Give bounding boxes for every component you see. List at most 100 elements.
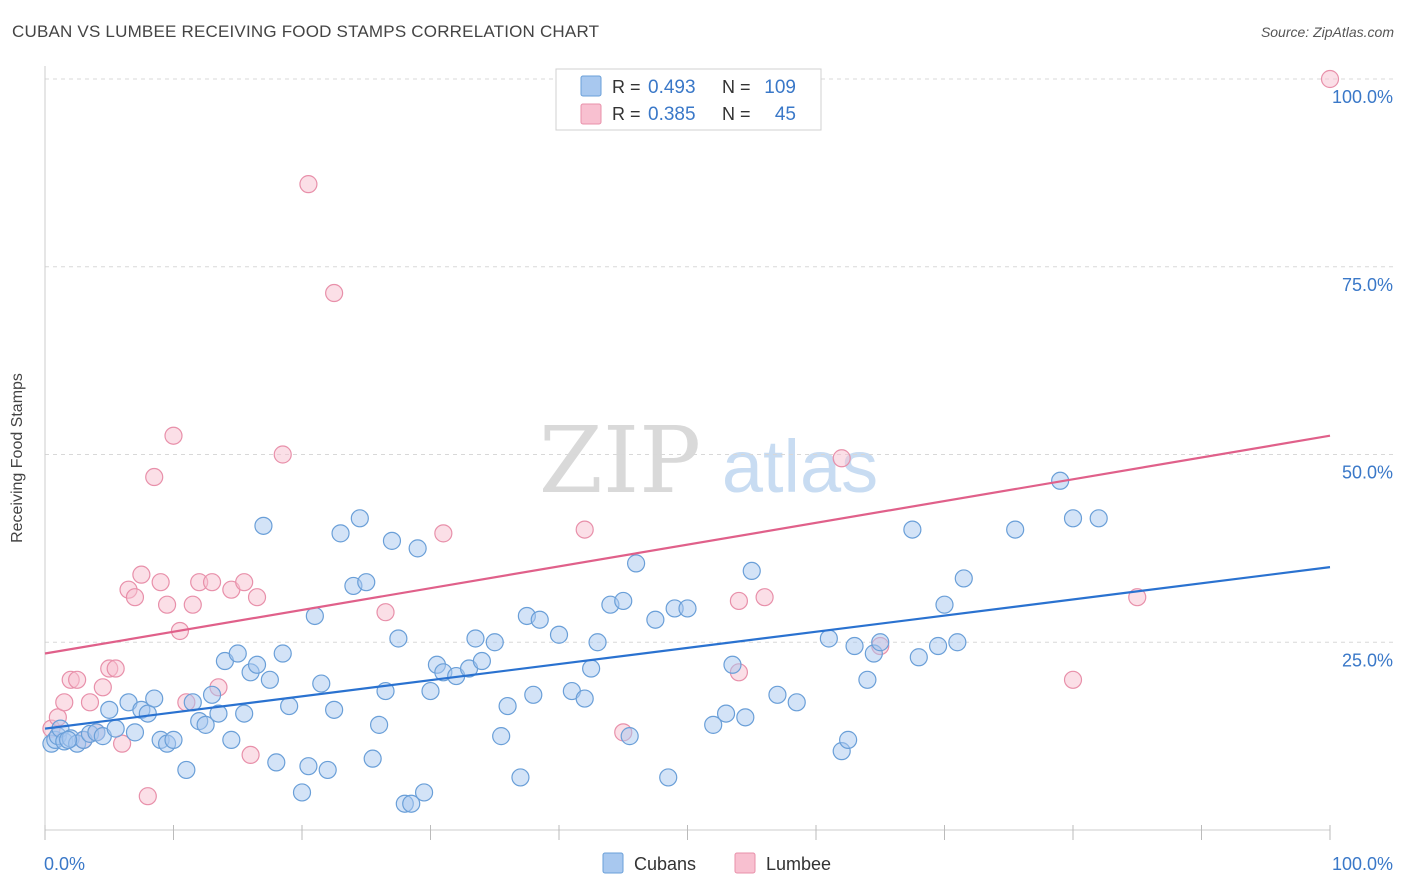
cubans-point-66 bbox=[498, 696, 517, 716]
cubans-point-41 bbox=[312, 674, 331, 693]
cubans-point-37 bbox=[280, 696, 299, 716]
y-tick-labels: 25.0% 50.0% 75.0% 100.0% bbox=[1332, 87, 1393, 670]
cubans-point-20 bbox=[164, 730, 183, 749]
lumbee-point-6 bbox=[80, 693, 100, 712]
cubans-point-44 bbox=[331, 524, 350, 543]
cubans-point-57 bbox=[421, 681, 440, 701]
cubans-point-33 bbox=[254, 516, 273, 535]
cubans-point-100 bbox=[928, 636, 948, 656]
cubans-trend-line bbox=[44, 566, 1331, 730]
cubans-point-91 bbox=[819, 629, 838, 648]
y-axis-label: Receiving Food Stamps bbox=[9, 373, 26, 543]
cubans-point-36 bbox=[273, 644, 292, 663]
cubans-point-28 bbox=[222, 730, 241, 749]
lumbee-point-35 bbox=[575, 520, 594, 539]
lumbee-r-value: 0.385 bbox=[648, 104, 696, 125]
cubans-point-104 bbox=[1006, 520, 1025, 539]
lumbee-point-40 bbox=[832, 449, 851, 468]
y-tick-label-3: 100.0% bbox=[1332, 87, 1393, 107]
cubans-point-56 bbox=[414, 783, 434, 802]
cubans-point-88 bbox=[742, 561, 761, 581]
chart-title: CUBAN VS LUMBEE RECEIVING FOOD STAMPS CO… bbox=[12, 22, 600, 41]
cubans-r-value: 0.493 bbox=[648, 77, 696, 98]
cubans-point-95 bbox=[858, 670, 877, 689]
cubans-point-38 bbox=[292, 783, 312, 802]
cubans-point-99 bbox=[909, 648, 928, 667]
cubans-point-51 bbox=[382, 531, 402, 550]
lumbee-n-value: 45 bbox=[775, 104, 796, 125]
cubans-point-14 bbox=[125, 723, 145, 742]
lumbee-point-33 bbox=[376, 603, 395, 622]
cubans-n-value: 109 bbox=[764, 77, 796, 98]
cubans-point-86 bbox=[723, 655, 742, 674]
cubans-key-label: Cubans bbox=[634, 854, 696, 874]
cubans-point-83 bbox=[678, 599, 697, 618]
cubans-point-55 bbox=[408, 539, 427, 558]
lumbee-point-14 bbox=[132, 565, 151, 584]
lumbee-trend-line bbox=[44, 434, 1331, 655]
lumbee-key-swatch bbox=[734, 852, 756, 874]
lumbee-point-13 bbox=[125, 588, 145, 607]
cubans-point-11 bbox=[100, 700, 119, 719]
cubans-point-93 bbox=[839, 730, 858, 749]
cubans-r-label: R = bbox=[612, 77, 641, 97]
cubans-point-47 bbox=[357, 573, 376, 592]
cubans-point-43 bbox=[325, 700, 344, 719]
y-tick-label-2: 75.0% bbox=[1342, 275, 1393, 295]
cubans-point-63 bbox=[472, 651, 491, 671]
lumbee-point-19 bbox=[164, 426, 183, 445]
gridlines bbox=[45, 78, 1395, 643]
cubans-point-74 bbox=[582, 659, 601, 678]
cubans-point-73 bbox=[575, 689, 594, 708]
y-tick-label-0: 25.0% bbox=[1342, 650, 1393, 670]
cubans-point-49 bbox=[370, 715, 389, 734]
cubans-point-84 bbox=[704, 715, 723, 734]
cubans-point-21 bbox=[177, 760, 196, 780]
cubans-point-87 bbox=[736, 708, 755, 727]
lumbee-point-39 bbox=[755, 588, 774, 607]
cubans-point-62 bbox=[466, 629, 485, 648]
cubans-point-52 bbox=[389, 629, 408, 648]
cubans-point-42 bbox=[318, 760, 337, 780]
cubans-point-71 bbox=[549, 625, 569, 644]
lumbee-point-15 bbox=[138, 787, 157, 806]
x-tick-label-0: 0.0% bbox=[44, 854, 85, 874]
cubans-point-85 bbox=[716, 704, 736, 723]
cubans-point-97 bbox=[871, 633, 890, 652]
lumbee-point-4 bbox=[68, 670, 87, 689]
x-tick-label-1: 100.0% bbox=[1332, 854, 1393, 874]
cubans-point-24 bbox=[196, 715, 215, 734]
axes bbox=[44, 66, 1331, 840]
cubans-point-81 bbox=[659, 768, 678, 787]
cubans-point-32 bbox=[247, 655, 267, 674]
cubans-point-77 bbox=[614, 591, 633, 611]
cubans-point-101 bbox=[935, 595, 954, 614]
lumbee-point-8 bbox=[93, 678, 112, 697]
cubans-point-26 bbox=[209, 704, 228, 723]
cubans-point-30 bbox=[235, 704, 254, 723]
trend-lines bbox=[44, 434, 1331, 730]
cubans-point-65 bbox=[492, 727, 511, 746]
lumbee-r-label: R = bbox=[612, 104, 641, 124]
x-tick-labels: 0.0% 100.0% bbox=[44, 854, 1393, 874]
cubans-point-90 bbox=[787, 693, 806, 712]
cubans-point-34 bbox=[260, 670, 279, 689]
cubans-points bbox=[42, 471, 1108, 813]
cubans-point-102 bbox=[948, 633, 967, 652]
lumbee-point-34 bbox=[434, 524, 453, 543]
correlation-legend: R = 0.493 N = 109 R = 0.385 N = 45 bbox=[555, 68, 822, 131]
lumbee-point-30 bbox=[273, 445, 292, 464]
lumbee-point-22 bbox=[183, 595, 202, 614]
lumbee-point-29 bbox=[247, 588, 267, 607]
cubans-point-39 bbox=[299, 757, 318, 776]
cubans-key-swatch bbox=[602, 852, 624, 874]
cubans-point-25 bbox=[202, 685, 222, 704]
lumbee-point-18 bbox=[157, 595, 177, 614]
cubans-point-35 bbox=[267, 753, 286, 772]
cubans-point-75 bbox=[588, 633, 607, 652]
cubans-point-79 bbox=[626, 554, 646, 573]
cubans-n-label: N = bbox=[722, 77, 751, 97]
cubans-point-64 bbox=[485, 633, 504, 652]
lumbee-point-11 bbox=[112, 734, 132, 753]
